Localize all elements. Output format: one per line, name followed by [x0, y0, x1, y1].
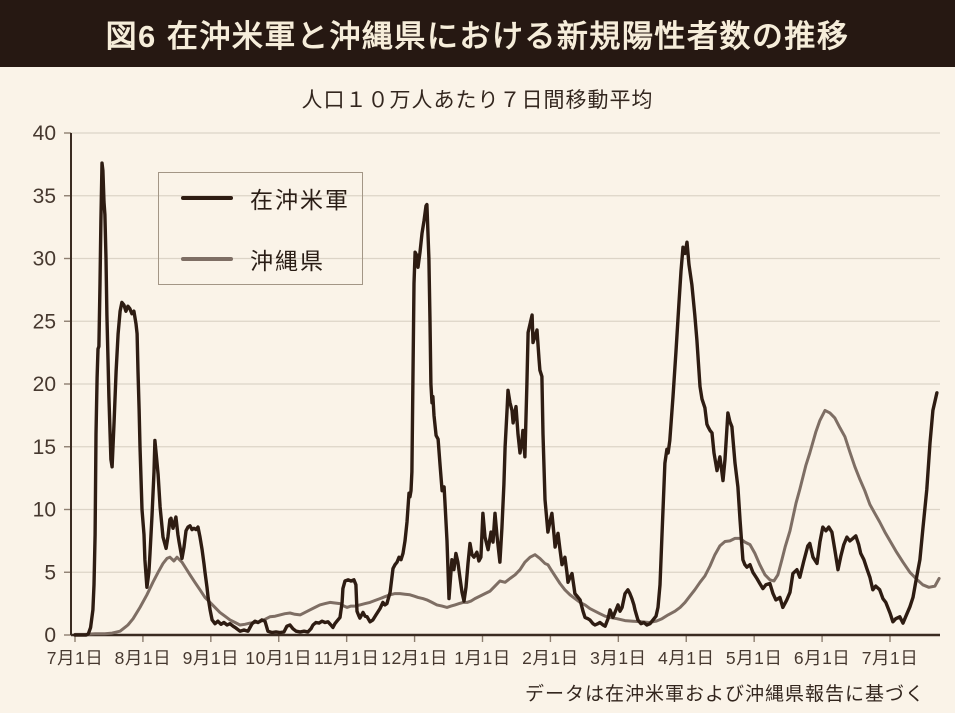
figure-title-bar: 図6 在沖米軍と沖縄県における新規陽性者数の推移 — [0, 0, 955, 67]
svg-text:6月1日: 6月1日 — [794, 648, 850, 668]
svg-text:8月1日: 8月1日 — [115, 648, 171, 668]
svg-text:0: 0 — [44, 624, 56, 647]
svg-text:12月1日: 12月1日 — [381, 648, 448, 668]
svg-text:10月1日: 10月1日 — [245, 648, 312, 668]
chart-legend: 在沖米軍 沖縄県 — [158, 172, 363, 285]
legend-line-us-military-icon — [181, 196, 233, 200]
svg-text:7月1日: 7月1日 — [47, 648, 103, 668]
svg-text:4月1日: 4月1日 — [658, 648, 714, 668]
svg-text:35: 35 — [33, 185, 56, 208]
legend-label-us-military: 在沖米軍 — [250, 187, 350, 213]
svg-text:1月1日: 1月1日 — [454, 648, 510, 668]
chart-subtitle: 人口１０万人あたり７日間移動平均 — [301, 89, 654, 112]
svg-text:10: 10 — [33, 499, 56, 522]
svg-text:40: 40 — [33, 122, 56, 145]
svg-text:5月1日: 5月1日 — [726, 648, 782, 668]
svg-text:25: 25 — [33, 310, 56, 333]
svg-text:7月1日: 7月1日 — [862, 648, 918, 668]
svg-text:30: 30 — [33, 248, 56, 271]
svg-text:9月1日: 9月1日 — [183, 648, 239, 668]
legend-label-okinawa: 沖縄県 — [250, 248, 325, 274]
figure-title: 図6 在沖米軍と沖縄県における新規陽性者数の推移 — [105, 19, 850, 54]
svg-text:11月1日: 11月1日 — [314, 648, 379, 668]
svg-text:5: 5 — [44, 561, 56, 584]
legend-item-us-military: 在沖米軍 — [181, 181, 362, 215]
legend-line-okinawa-icon — [181, 257, 233, 261]
source-note: データは在沖米軍および沖縄県報告に基づく — [524, 684, 925, 705]
svg-text:2月1日: 2月1日 — [522, 648, 578, 668]
svg-text:20: 20 — [33, 373, 56, 396]
svg-text:15: 15 — [33, 436, 56, 459]
svg-text:3月1日: 3月1日 — [590, 648, 646, 668]
legend-item-okinawa: 沖縄県 — [181, 242, 362, 276]
